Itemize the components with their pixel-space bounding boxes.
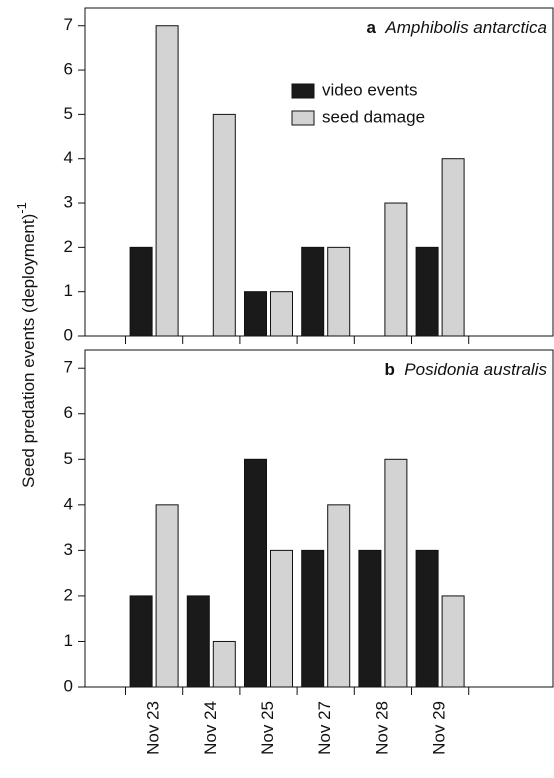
bar [415,246,439,337]
y-tick-label: 4 [64,494,73,513]
legend-swatch [291,110,315,126]
y-tick-label: 2 [64,585,73,604]
y-tick-label: 6 [64,403,73,422]
bar [186,595,210,688]
y-label-text: Seed predation events (deployment) [19,214,38,488]
x-tick-label: Nov 23 [144,701,163,755]
x-tick-label: Nov 27 [315,701,334,755]
bar [270,291,293,337]
x-tick-label: Nov 25 [258,701,277,755]
bar [384,458,408,688]
bar [212,640,236,688]
bar [212,113,236,337]
bar [129,595,153,688]
bar [327,504,351,688]
panel-letter: a [367,18,377,37]
y-axis-label: Seed predation events (deployment)-1 [14,202,38,488]
legend-swatch [291,83,315,99]
y-tick-label: 0 [64,676,73,695]
y-tick-label: 7 [64,358,73,377]
y-tick-label: 6 [64,60,73,79]
y-label-sup: -1 [14,202,29,214]
bar [155,25,179,337]
y-tick-label: 4 [64,148,73,167]
y-tick-label: 0 [64,325,73,344]
bar [441,595,465,688]
x-tick-label: Nov 24 [201,701,220,755]
panel-title: b Posidonia australis [384,360,547,379]
x-tick-label: Nov 28 [372,701,391,755]
y-tick-label: 5 [64,104,73,123]
y-tick-label: 2 [64,237,73,256]
y-tick-label: 1 [64,631,73,650]
bar [129,246,153,337]
panel-title: a Amphibolis antarctica [367,18,548,37]
bar [301,549,325,688]
y-tick-label: 7 [64,15,73,34]
bar [244,291,267,337]
bar [155,504,179,688]
bar [441,158,465,337]
bar [301,246,325,337]
bar [358,549,382,688]
y-tick-label: 3 [64,540,73,559]
legend-label: video events [322,80,417,99]
panel-species: Amphibolis antarctica [384,18,547,37]
panel-species: Posidonia australis [404,360,547,379]
bar [415,549,439,688]
bar [384,202,408,337]
y-tick-label: 5 [64,449,73,468]
bar [327,246,351,337]
panel-letter: b [384,360,394,379]
legend-label: seed damage [322,107,425,126]
x-tick-label: Nov 29 [430,701,449,755]
y-tick-label: 3 [64,193,73,212]
bar [244,458,267,688]
bar [270,549,293,688]
y-tick-label: 1 [64,281,73,300]
